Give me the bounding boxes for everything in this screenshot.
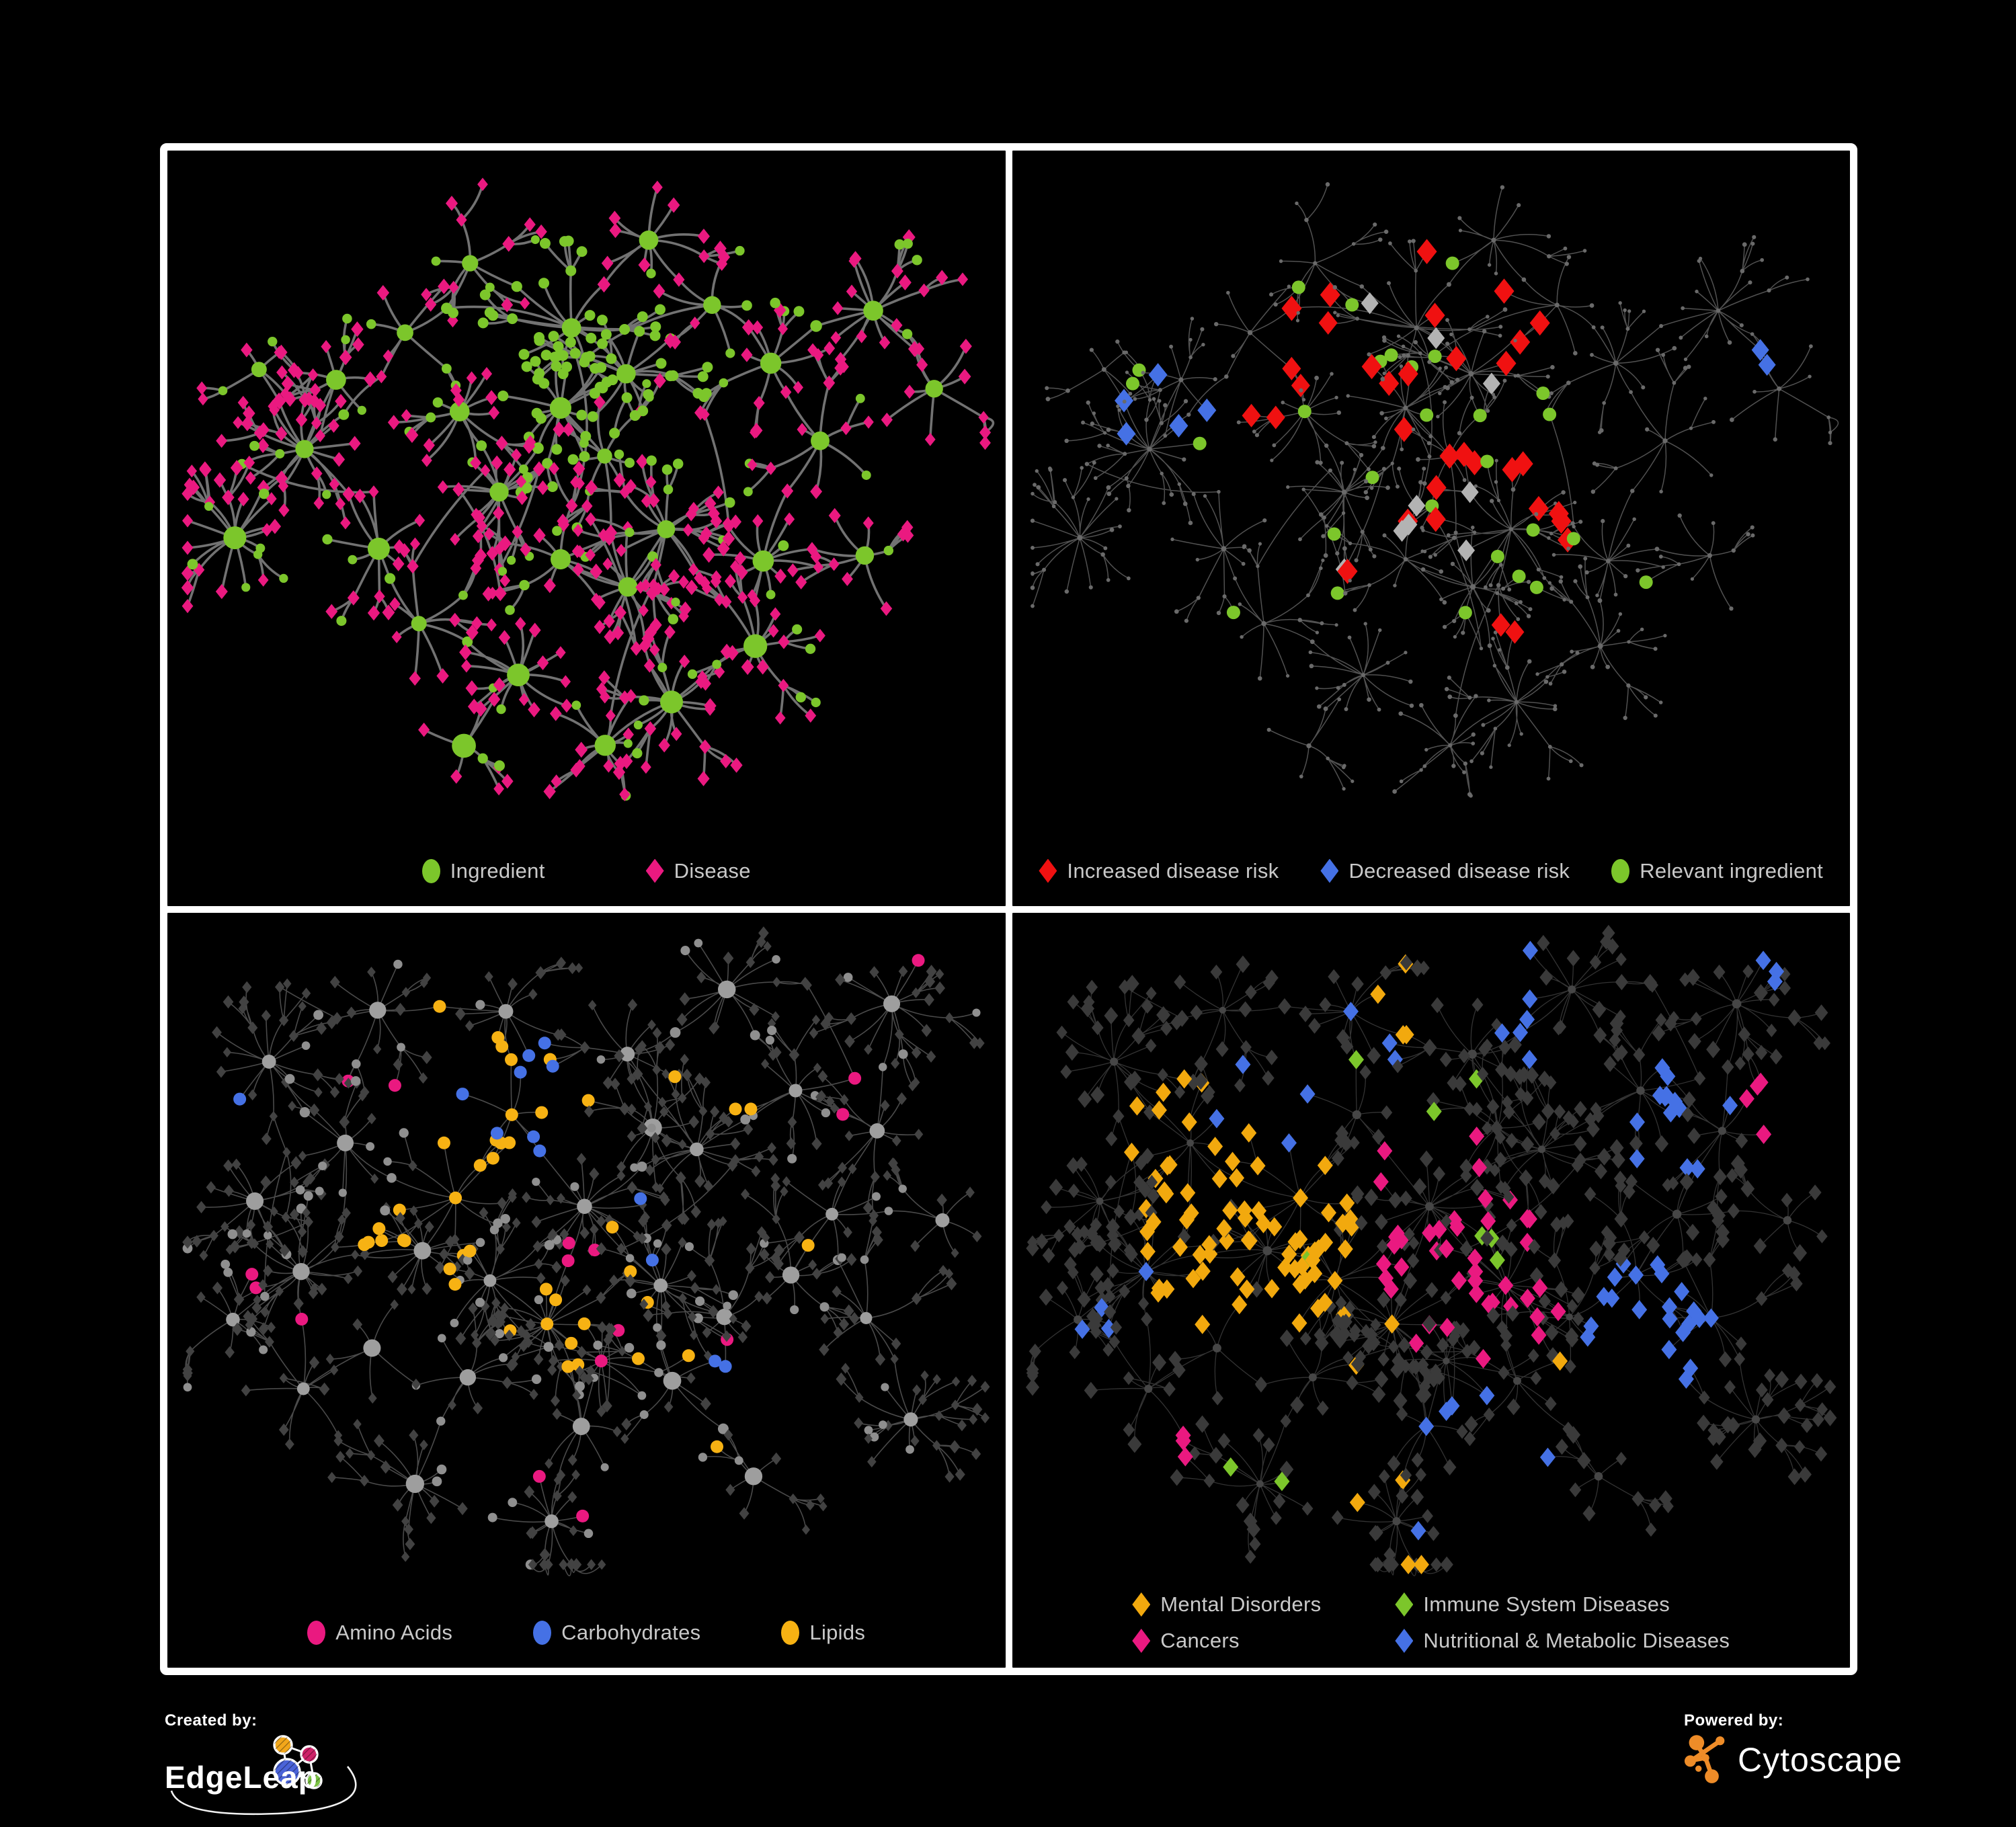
legend-label: Disease <box>674 858 751 883</box>
legend-label: Nutritional & Metabolic Diseases <box>1423 1629 1730 1652</box>
network-ingredient-disease <box>181 177 995 801</box>
legend-item: Amino Acids <box>307 1621 452 1645</box>
legend-label: Mental Disorders <box>1160 1592 1322 1616</box>
legend-item: Cancers <box>1132 1629 1321 1653</box>
legend-item: Immune System Diseases <box>1395 1592 1730 1617</box>
legend-label: Immune System Diseases <box>1423 1592 1670 1616</box>
network-disease-categories <box>1025 924 1837 1576</box>
cancers-diamond-icon <box>1132 1629 1151 1653</box>
disease-diamond-icon <box>645 858 664 883</box>
network-nutrient-classes <box>182 926 990 1576</box>
legend-label: Decreased disease risk <box>1348 858 1570 883</box>
legend-label: Increased disease risk <box>1067 858 1279 883</box>
legend-disease-categories: Mental Disorders Immune System Diseases … <box>1132 1592 1730 1653</box>
edgeleap-wordmark: EdgeLeap <box>165 1760 318 1795</box>
cytoscape-wordmark: Cytoscape <box>1738 1741 1903 1779</box>
legend-label: Ingredient <box>450 858 545 883</box>
legend-label: Carbohydrates <box>561 1621 701 1644</box>
legend-item: Lipids <box>781 1621 865 1645</box>
ingredient-circle-icon <box>421 858 440 883</box>
panel-ingredient-disease: Ingredient Disease <box>164 147 1009 909</box>
panel-disease-categories: Mental Disorders Immune System Diseases … <box>1008 909 1853 1671</box>
legend-label: Cancers <box>1160 1629 1240 1652</box>
mental-disorders-diamond-icon <box>1132 1592 1151 1617</box>
immune-diseases-diamond-icon <box>1395 1592 1414 1617</box>
panel-disease-risk: Increased disease risk Decreased disease… <box>1008 147 1853 909</box>
relevant-ingredient-circle-icon <box>1611 858 1630 883</box>
powered-by-block: Powered by: Cytoscape <box>1684 1711 1902 1787</box>
created-by-label: Created by: <box>165 1711 257 1730</box>
increased-risk-diamond-icon <box>1039 858 1057 883</box>
lipids-circle-icon <box>781 1621 800 1645</box>
legend-item: Ingredient <box>421 858 545 883</box>
cytoscape-logo-icon <box>1684 1735 1725 1783</box>
legend-item: Nutritional & Metabolic Diseases <box>1395 1629 1730 1653</box>
legend-item: Carbohydrates <box>533 1621 700 1645</box>
edgeleap-logo: EdgeLeap <box>165 1735 357 1816</box>
legend-nutrient-classes: Amino Acids Carbohydrates Lipids <box>167 1621 1006 1645</box>
legend-label: Amino Acids <box>335 1621 453 1644</box>
metabolic-diseases-diamond-icon <box>1395 1629 1414 1653</box>
legend-label: Relevant ingredient <box>1640 858 1824 883</box>
legend-item: Disease <box>645 858 751 883</box>
legend-disease-risk: Increased disease risk Decreased disease… <box>1012 858 1851 883</box>
decreased-risk-diamond-icon <box>1320 858 1339 883</box>
legend-ingredient-disease: Ingredient Disease <box>167 858 1006 883</box>
legend-item: Increased disease risk <box>1039 858 1279 883</box>
legend-item: Relevant ingredient <box>1611 858 1824 883</box>
legend-item: Mental Disorders <box>1132 1592 1321 1617</box>
network-disease-risk <box>1030 182 1839 798</box>
amino-acids-circle-icon <box>307 1621 326 1645</box>
panel-grid: Ingredient Disease Increased disease ris… <box>160 143 1857 1675</box>
carbohydrates-circle-icon <box>533 1621 552 1645</box>
legend-item: Decreased disease risk <box>1320 858 1570 883</box>
powered-by-label: Powered by: <box>1684 1711 1784 1730</box>
created-by-block: Created by: EdgeLeap <box>165 1711 393 1827</box>
panel-nutrient-classes: Amino Acids Carbohydrates Lipids <box>164 909 1009 1671</box>
legend-label: Lipids <box>809 1621 866 1644</box>
